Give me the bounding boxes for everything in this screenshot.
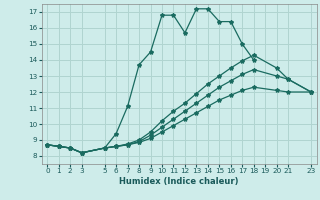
X-axis label: Humidex (Indice chaleur): Humidex (Indice chaleur) — [119, 177, 239, 186]
